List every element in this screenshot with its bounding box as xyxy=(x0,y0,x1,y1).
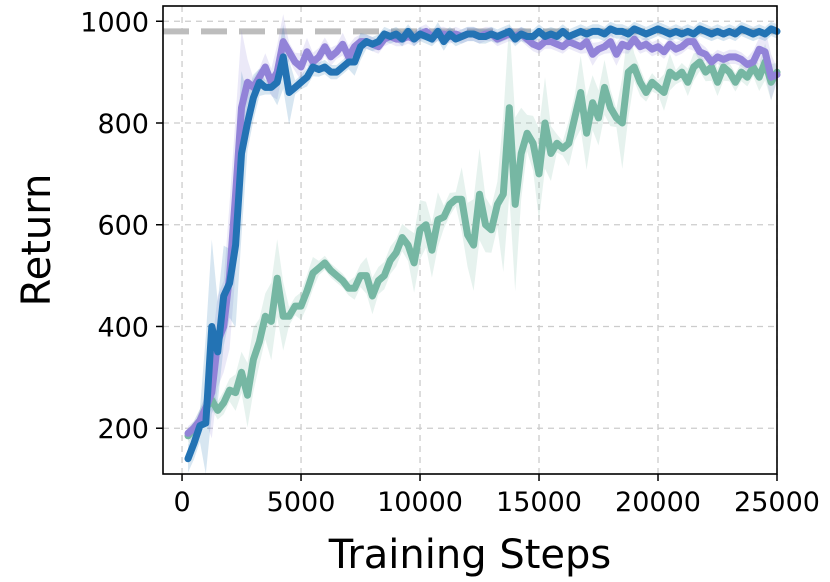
x-tick-label: 10000 xyxy=(377,487,463,518)
y-tick-label: 200 xyxy=(97,414,149,445)
y-tick-label: 600 xyxy=(97,211,149,242)
x-tick-label: 5000 xyxy=(267,487,336,518)
series-band-1 xyxy=(188,20,777,444)
x-tick-label: 15000 xyxy=(496,487,582,518)
x-tick-label: 25000 xyxy=(734,487,820,518)
series-line-1 xyxy=(184,58,781,440)
y-tick-label: 400 xyxy=(97,312,149,343)
series-lines xyxy=(184,25,781,463)
x-tick-label: 20000 xyxy=(615,487,701,518)
plot-frame xyxy=(162,5,778,475)
x-tick-label: 0 xyxy=(173,487,190,518)
x-axis-title: Training Steps xyxy=(328,532,611,578)
series-line-3 xyxy=(184,25,781,463)
y-tick-label: 1000 xyxy=(80,7,149,38)
y-axis-title: Return xyxy=(14,174,60,307)
axis-ticks: 0 5000 10000 15000 20000 25000 200 400 600 800 100… xyxy=(80,7,820,518)
y-tick-label: 800 xyxy=(97,109,149,140)
